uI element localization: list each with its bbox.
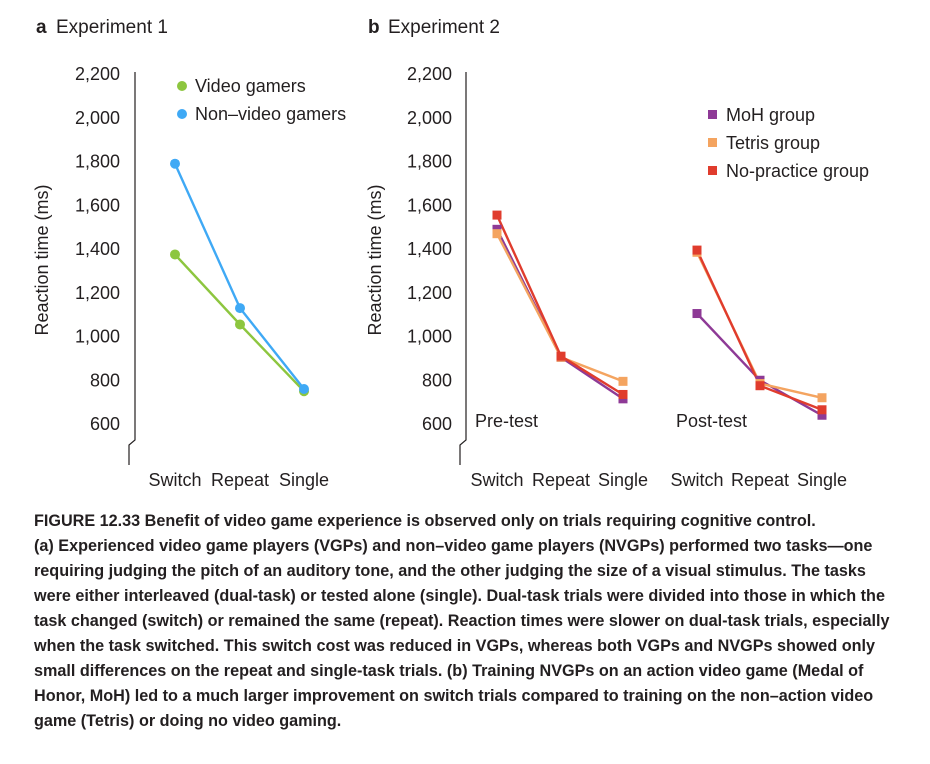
panel-a-y-tick-labels: 2,200 2,000 1,800 1,600 1,400 1,200 1,000 800 60… [75,64,120,434]
panel-b-letter: b [368,17,380,38]
category-label-pre-test-repeat: Repeat [532,470,590,490]
category-label-post-test-switch: Switch [670,470,723,490]
panel-a-y-axis [128,72,136,465]
y-tick-label: 600 [90,414,120,434]
caption-part-a-label: (a) [34,537,54,555]
panel-b-y-axis-label: Reaction time (ms) [365,184,385,335]
panel-a-letter: a [36,17,47,38]
y-tick-label: 1,400 [75,239,120,259]
data-point-tetris-group-pre-single [618,376,628,386]
panel-a-y-axis-label: Reaction time (ms) [32,184,52,335]
phase-label-post-test: Post-test [676,411,747,431]
category-label-repeat: Repeat [211,470,269,490]
caption-body: (a) Experienced video game players (VGPs… [34,534,904,734]
category-label-pre-test-switch: Switch [470,470,523,490]
panel-a-legend: Video gamers Non–video gamers [177,76,346,124]
y-tick-label: 1,400 [407,239,452,259]
y-tick-label: 1,000 [75,327,120,347]
caption-part-b-text: Training NVGPs on an action video game (… [34,662,874,730]
data-point-no-practice-group-post-switch [692,245,702,255]
y-tick-label: 2,000 [75,108,120,128]
y-tick-label: 800 [422,370,452,390]
legend-label-non-video-gamers: Non–video gamers [195,104,346,124]
data-point-tetris-group-post-single [817,393,827,403]
y-tick-label: 1,000 [407,327,452,347]
category-label-post-test-repeat: Repeat [731,470,789,490]
legend-label-video-gamers: Video gamers [195,76,306,96]
panel-b-experiment-2: b Experiment 2 Reaction time (ms) 2,2002… [365,17,869,490]
y-tick-label: 800 [90,370,120,390]
phase-label-pre-test: Pre-test [475,411,538,431]
data-point-video-gamers-switch [170,249,180,260]
data-point-non-video-gamers-single [299,384,309,394]
series-line-no-practice-group-pre [495,214,624,396]
y-tick-label: 2,000 [407,108,452,128]
panel-a-title: Experiment 1 [56,17,168,38]
panel-a-category-labels: Switch Repeat Single [148,470,329,490]
data-point-no-practice-group-pre-repeat [556,351,566,361]
y-tick-label: 1,200 [75,283,120,303]
category-label-pre-test-single: Single [598,470,648,490]
category-label-switch: Switch [148,470,201,490]
y-tick-label: 1,600 [407,195,452,215]
legend-label-moh-group: MoH group [726,105,815,125]
y-tick-label: 600 [422,414,452,434]
legend-marker-non-video-gamers [177,109,187,119]
data-point-no-practice-group-post-single [817,405,827,415]
caption-part-b-label: (b) [446,662,468,680]
panel-a-experiment-1: a Experiment 1 Reaction time (ms) 2,2002… [32,17,346,490]
data-point-no-practice-group-post-repeat [755,381,765,391]
data-point-tetris-group-pre-switch [492,229,502,239]
panel-b-y-axis [459,72,467,465]
y-tick-label: 2,200 [407,64,452,84]
legend-label-no-practice-group: No-practice group [726,161,869,181]
panel-b-category-labels: Switch Repeat Single Switch Repeat Single [470,470,847,490]
caption-title: Benefit of video game experience is obse… [144,512,816,530]
panel-b-legend: MoH group Tetris group No-practice group [708,105,869,181]
panel-b-data-points [492,210,827,420]
data-point-non-video-gamers-repeat [235,303,245,314]
legend-marker-no-practice-group [708,166,717,175]
caption-heading: FIGURE 12.33 Benefit of video game exper… [34,509,904,534]
category-label-single: Single [279,470,329,490]
series-line-moh-group-post [696,312,823,417]
caption-part-a-text: Experienced video game players (VGPs) an… [34,537,890,680]
y-tick-label: 1,800 [75,152,120,172]
data-point-moh-group-post-single [817,410,827,420]
figure-number: FIGURE 12.33 [34,512,141,530]
figure-caption: FIGURE 12.33 Benefit of video game exper… [34,509,904,734]
legend-marker-tetris-group [708,138,717,147]
legend-marker-moh-group [708,110,717,119]
data-point-video-gamers-repeat [235,319,245,330]
y-tick-label: 1,600 [75,195,120,215]
legend-marker-video-gamers [177,81,187,91]
panel-a-data-points [170,158,309,397]
category-label-post-test-single: Single [797,470,847,490]
data-point-no-practice-group-pre-single [618,389,628,399]
figure: a Experiment 1 Reaction time (ms) 2,2002… [32,17,869,490]
data-point-no-practice-group-pre-switch [492,210,502,220]
data-point-moh-group-post-switch [692,309,702,319]
legend-label-tetris-group: Tetris group [726,133,820,153]
y-tick-label: 1,200 [407,283,452,303]
panel-b-title: Experiment 2 [388,17,500,38]
y-tick-label: 1,800 [407,152,452,172]
panel-a-series-lines [173,163,305,393]
data-point-non-video-gamers-switch [170,158,180,169]
panel-b-y-tick-labels: 2,200 2,000 1,800 1,600 1,400 1,200 1,000 800 60… [407,64,452,434]
panel-b-series-lines [495,214,823,417]
y-tick-label: 2,200 [75,64,120,84]
